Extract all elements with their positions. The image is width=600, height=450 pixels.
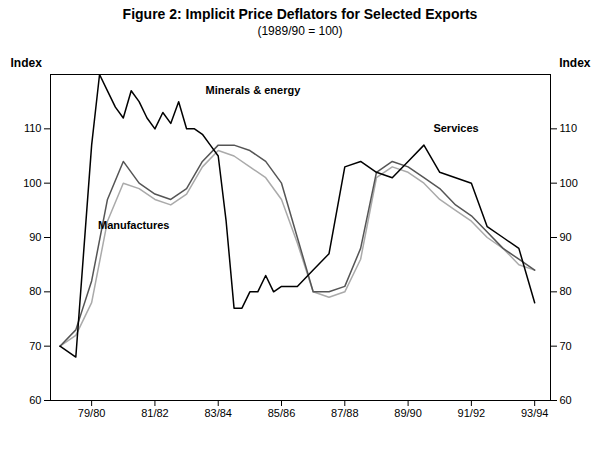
svg-text:100: 100: [23, 177, 41, 189]
svg-text:87/88: 87/88: [331, 407, 359, 419]
svg-text:70: 70: [29, 340, 41, 352]
svg-text:93/94: 93/94: [521, 407, 549, 419]
svg-text:110: 110: [24, 122, 42, 134]
svg-text:81/82: 81/82: [141, 407, 169, 419]
svg-text:Index: Index: [559, 56, 591, 70]
svg-text:90: 90: [29, 231, 41, 243]
svg-text:Minerals & energy: Minerals & energy: [206, 84, 302, 96]
svg-text:80: 80: [29, 285, 41, 297]
svg-text:Index: Index: [11, 56, 43, 70]
svg-text:90: 90: [560, 231, 572, 243]
svg-text:80: 80: [560, 285, 572, 297]
svg-text:100: 100: [560, 177, 578, 189]
svg-text:70: 70: [560, 340, 572, 352]
html-text:Figure 2: Implicit Price Defla: Figure 2: Implicit Price Deflators for S…: [122, 6, 478, 22]
svg-text:110: 110: [560, 122, 578, 134]
html-text:(1989/90 = 100): (1989/90 = 100): [257, 24, 343, 38]
svg-text:Manufactures: Manufactures: [98, 219, 170, 231]
svg-text:89/90: 89/90: [394, 407, 422, 419]
svg-text:Services: Services: [433, 122, 478, 134]
svg-text:79/80: 79/80: [78, 407, 106, 419]
svg-text:60: 60: [29, 394, 41, 406]
svg-text:83/84: 83/84: [204, 407, 232, 419]
svg-text:85/86: 85/86: [268, 407, 296, 419]
svg-text:60: 60: [560, 394, 572, 406]
svg-text:91/92: 91/92: [458, 407, 486, 419]
